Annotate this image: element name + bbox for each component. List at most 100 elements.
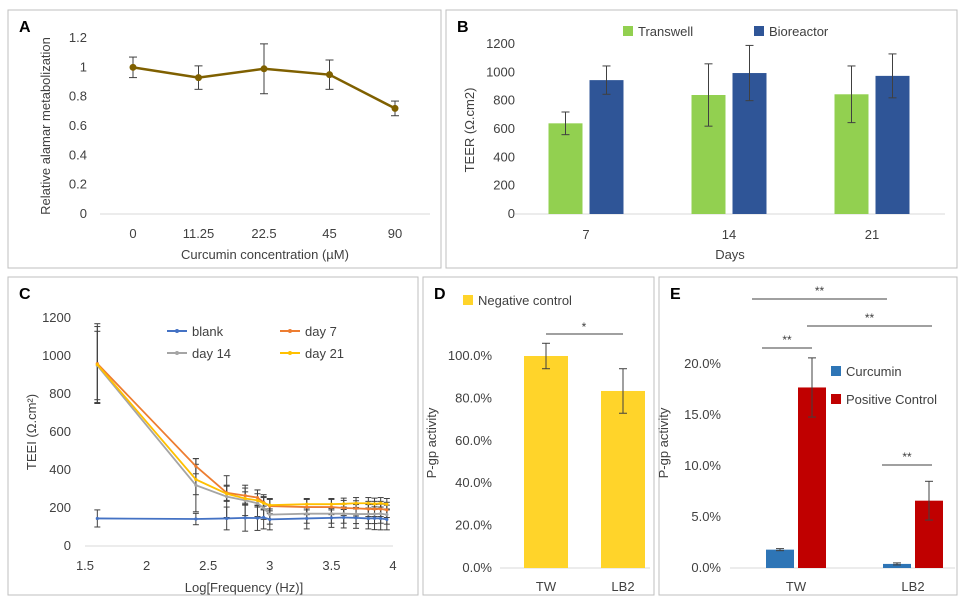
data-point	[262, 506, 266, 510]
data-point	[225, 516, 229, 521]
panel-label: D	[434, 286, 446, 303]
series-line	[96, 364, 387, 516]
data-point	[194, 517, 198, 521]
y-tick-label: 0.4	[69, 147, 87, 162]
legend-label: Positive Control	[846, 392, 937, 407]
y-tick-label: 60.0%	[455, 433, 492, 448]
x-axis-title: Days	[715, 247, 745, 262]
data-point	[342, 506, 346, 510]
x-tick-label: 21	[865, 227, 879, 242]
data-point	[366, 512, 370, 516]
significance-marker: **	[865, 311, 875, 325]
y-tick-label: 20.0%	[684, 356, 721, 371]
y-tick-label: 0.2	[69, 177, 87, 192]
data-point	[379, 507, 383, 511]
panel-label: E	[670, 286, 681, 303]
data-point	[329, 502, 333, 506]
data-point	[372, 516, 377, 520]
significance-marker: *	[582, 320, 587, 334]
series-line	[96, 362, 387, 511]
y-tick-label: 5.0%	[691, 509, 721, 524]
legend-label: Transwell	[638, 24, 693, 39]
y-tick-label: 200	[493, 178, 515, 193]
legend-marker	[175, 329, 179, 333]
data-point	[385, 513, 389, 517]
data-point	[372, 502, 377, 506]
panel-b: B 0 200 400 600 800 1000 1200 7 14 21 Transwell Bior…	[445, 9, 958, 269]
x-tick-label: LB2	[901, 579, 924, 594]
y-tick-label: 0	[508, 206, 515, 221]
data-point	[262, 501, 266, 505]
bar	[589, 80, 624, 214]
data-point	[342, 512, 346, 516]
legend-label: day 7	[305, 324, 337, 339]
y-tick-label: 1000	[42, 348, 71, 363]
panel-label: A	[19, 19, 31, 36]
data-point	[268, 503, 272, 507]
data-point	[225, 492, 229, 496]
data-point	[342, 515, 346, 520]
y-tick-label: 600	[493, 121, 515, 136]
x-tick-label: 2.5	[199, 558, 217, 573]
data-point	[195, 74, 202, 82]
x-tick-label: 4	[389, 558, 396, 573]
data-point	[225, 495, 229, 499]
panel-a: A 0 0.2 0.4 0.6 0.8 1 1.2 0 11.25 22.5 45 90 Curcumin…	[7, 9, 442, 269]
panel-label: B	[457, 19, 469, 36]
x-tick-label: 7	[582, 227, 589, 242]
y-tick-label: 0.0%	[462, 560, 492, 575]
x-tick-label: 1.5	[76, 558, 94, 573]
data-point	[305, 512, 309, 516]
x-tick-label: LB2	[611, 579, 634, 594]
x-tick-label: 0	[129, 226, 136, 241]
data-point	[268, 517, 272, 522]
x-tick-label: 14	[722, 227, 736, 242]
data-point	[305, 516, 309, 521]
legend-label: Negative control	[478, 293, 572, 308]
data-point	[354, 501, 358, 505]
significance-marker: **	[815, 284, 825, 298]
data-point	[372, 512, 377, 516]
panel-label: C	[19, 286, 31, 303]
data-point	[243, 516, 247, 520]
x-tick-label: 22.5	[251, 226, 276, 241]
y-axis-title: TEER (Ω.cm2)	[462, 88, 477, 173]
data-point	[243, 494, 247, 498]
y-tick-label: 0.6	[69, 118, 87, 133]
data-point	[268, 513, 272, 517]
x-tick-label: 11.25	[183, 226, 215, 241]
x-tick-label: 3	[266, 558, 273, 573]
y-tick-label: 15.0%	[684, 407, 721, 422]
y-tick-label: 1.2	[69, 30, 87, 45]
y-tick-label: 1200	[42, 310, 71, 325]
data-point	[329, 512, 333, 516]
y-axis-title: P-gp activity	[424, 407, 439, 478]
x-axis-title: Curcumin concentration (µM)	[181, 247, 349, 262]
panel-border	[445, 9, 958, 269]
legend-label: Curcumin	[846, 364, 902, 379]
data-point	[391, 104, 399, 112]
bar	[601, 390, 645, 568]
y-axis-title: Relative alamar metabolization	[38, 37, 53, 215]
y-tick-label: 1200	[486, 36, 515, 51]
data-point	[366, 516, 370, 521]
legend-label: Bioreactor	[769, 24, 829, 39]
data-point	[354, 512, 358, 516]
data-point	[255, 495, 260, 500]
x-tick-label: TW	[786, 579, 807, 594]
y-tick-label: 200	[49, 500, 71, 515]
data-point	[305, 502, 309, 506]
bar	[798, 387, 826, 568]
y-tick-label: 20.0%	[455, 518, 492, 533]
bar	[548, 123, 583, 214]
bar	[524, 356, 568, 568]
data-point	[379, 516, 383, 521]
legend-label: day 21	[305, 346, 344, 361]
data-point	[385, 502, 389, 506]
legend-swatch	[831, 394, 841, 404]
legend-label: day 14	[192, 346, 231, 361]
bar	[766, 549, 794, 568]
data-point	[354, 506, 358, 510]
legend-marker	[175, 351, 179, 355]
